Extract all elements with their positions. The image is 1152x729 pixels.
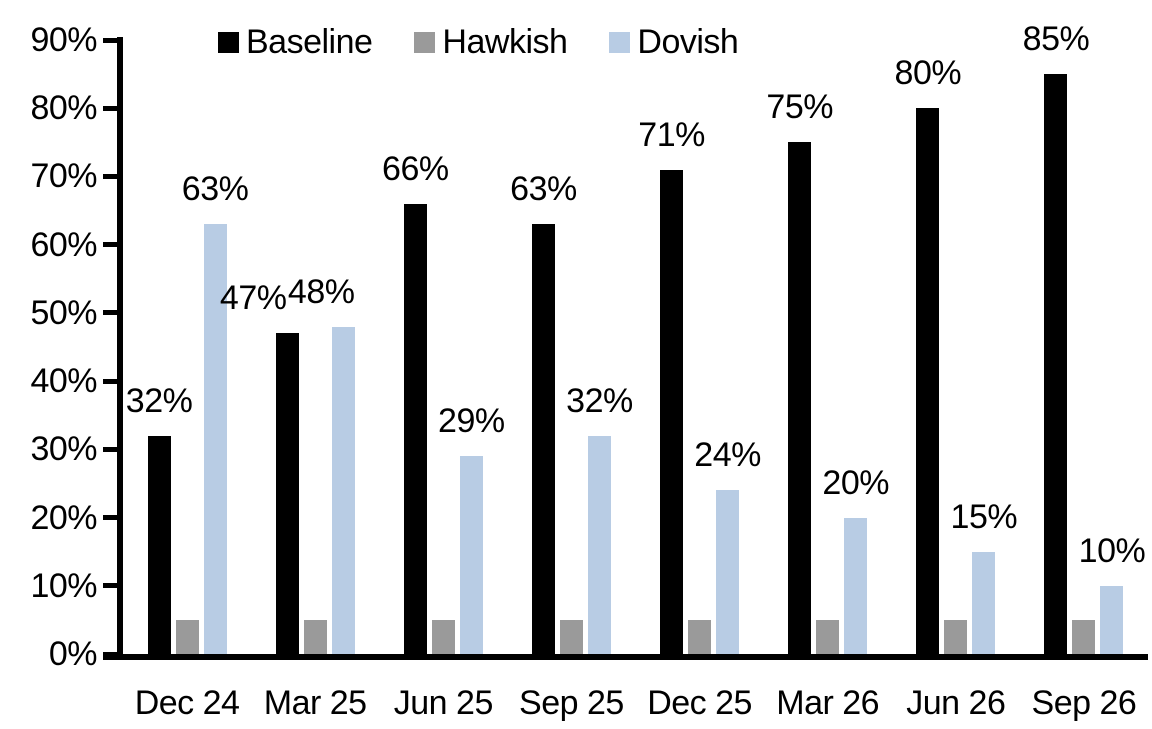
legend-label-hawkish: Hawkish bbox=[442, 23, 568, 61]
bar-group: 47% 48% bbox=[220, 40, 379, 654]
x-axis-labels: Dec 24 Mar 25 Jun 25 Sep 25 Dec 25 Mar 26 Jun … bbox=[123, 682, 1148, 724]
bar-dovish: 32% bbox=[566, 384, 633, 654]
bar-hawkish bbox=[303, 619, 327, 654]
y-axis-tick-label: 80% bbox=[30, 89, 97, 128]
data-label-dovish: 48% bbox=[287, 272, 355, 311]
y-axis-tick bbox=[103, 583, 117, 589]
bar-baseline: 32% bbox=[126, 384, 193, 654]
y-axis-tick bbox=[103, 515, 117, 521]
data-label-dovish: 32% bbox=[566, 381, 633, 420]
bar-group: 32% 63% bbox=[123, 40, 251, 654]
data-label-baseline: 85% bbox=[1022, 20, 1090, 59]
data-label-dovish: 10% bbox=[1078, 531, 1146, 570]
y-axis-tick-label: 0% bbox=[48, 635, 98, 673]
bar-baseline: 85% bbox=[1023, 22, 1090, 654]
data-label-baseline: 32% bbox=[125, 381, 193, 420]
y-axis-tick-label: 10% bbox=[30, 566, 97, 605]
bar-baseline: 71% bbox=[638, 118, 705, 654]
data-label-baseline: 63% bbox=[510, 170, 577, 209]
legend-swatch-hawkish-icon bbox=[414, 31, 436, 53]
bar-dovish: 63% bbox=[182, 172, 249, 654]
y-axis-tick-label: 20% bbox=[30, 498, 97, 537]
bar-hawkish bbox=[688, 619, 712, 654]
plot-area: 32% 63% 47% 48% 66% 29% 63% 32% 71% 24% 75% 20% 80% 1… bbox=[123, 22, 1148, 654]
x-axis-category-label: Dec 24 bbox=[134, 683, 240, 722]
bar-baseline: 47% bbox=[220, 281, 299, 654]
y-axis-tick-label: 30% bbox=[30, 430, 97, 469]
bar-hawkish bbox=[1072, 619, 1096, 654]
x-axis-line bbox=[103, 654, 1148, 660]
bar-group: 63% 32% bbox=[507, 40, 635, 654]
y-axis-line bbox=[117, 37, 123, 660]
bar-group: 80% 15% bbox=[892, 40, 1020, 654]
bar-dovish: 48% bbox=[288, 275, 355, 654]
y-axis-tick bbox=[103, 37, 117, 43]
data-label-dovish: 29% bbox=[438, 402, 505, 441]
x-axis-category-label: Sep 26 bbox=[1031, 683, 1137, 722]
legend-label-dovish: Dovish bbox=[637, 23, 739, 61]
bar-hawkish bbox=[559, 619, 583, 654]
data-label-dovish: 63% bbox=[181, 170, 249, 209]
bar-hawkish bbox=[175, 619, 199, 654]
y-axis-tick bbox=[103, 378, 117, 384]
data-label-dovish: 24% bbox=[694, 436, 761, 475]
bar-hawkish bbox=[431, 619, 455, 654]
y-axis-tick-label: 90% bbox=[30, 21, 97, 59]
bar-group: 85% 10% bbox=[1020, 22, 1148, 654]
bar-baseline: 75% bbox=[766, 90, 833, 654]
data-label-dovish: 20% bbox=[822, 463, 889, 502]
bar-dovish: 24% bbox=[694, 438, 761, 654]
data-label-baseline: 71% bbox=[638, 115, 705, 154]
x-axis-category-label: Sep 25 bbox=[519, 683, 624, 722]
bar-hawkish bbox=[944, 619, 968, 654]
x-axis-category-label: Mar 26 bbox=[776, 683, 880, 722]
bar-dovish: 29% bbox=[438, 404, 505, 654]
legend-item-baseline: Baseline bbox=[218, 23, 373, 61]
data-label-baseline: 80% bbox=[894, 54, 962, 93]
y-axis-tick-label: 40% bbox=[30, 362, 97, 401]
bar-group: 71% 24% bbox=[636, 40, 764, 654]
bar-group: 75% 20% bbox=[764, 40, 892, 654]
y-axis-tick bbox=[103, 173, 117, 179]
legend: Baseline Hawkish Dovish bbox=[218, 23, 739, 61]
y-axis-tick-label: 70% bbox=[30, 157, 97, 196]
bar-dovish: 15% bbox=[951, 500, 1018, 654]
legend-item-hawkish: Hawkish bbox=[414, 23, 568, 61]
legend-item-dovish: Dovish bbox=[609, 23, 739, 61]
x-axis-category-label: Jun 25 bbox=[393, 683, 494, 722]
y-axis-tick bbox=[103, 242, 117, 248]
data-label-dovish: 15% bbox=[950, 497, 1018, 536]
legend-swatch-dovish-icon bbox=[609, 31, 631, 53]
bar-dovish: 20% bbox=[822, 466, 889, 654]
legend-swatch-baseline-icon bbox=[218, 31, 239, 53]
legend-label-baseline: Baseline bbox=[246, 23, 373, 61]
y-axis-tick-label: 60% bbox=[30, 225, 97, 264]
bar-baseline: 80% bbox=[895, 56, 962, 654]
y-axis-tick bbox=[103, 446, 117, 452]
bar-baseline: 63% bbox=[510, 172, 577, 654]
y-axis-tick bbox=[103, 310, 117, 316]
data-label-baseline: 75% bbox=[766, 88, 833, 127]
bar-hawkish bbox=[816, 619, 840, 654]
y-axis-tick bbox=[103, 105, 117, 111]
x-axis-category-label: Mar 25 bbox=[263, 683, 367, 722]
bar-baseline: 66% bbox=[382, 152, 449, 654]
data-label-baseline: 47% bbox=[219, 279, 287, 318]
bar-group: 66% 29% bbox=[379, 40, 507, 654]
x-axis-category-label: Dec 25 bbox=[647, 683, 752, 722]
data-label-baseline: 66% bbox=[382, 149, 449, 188]
bar-dovish: 10% bbox=[1079, 534, 1146, 654]
x-axis-category-label: Jun 26 bbox=[906, 683, 1006, 722]
y-axis-tick-label: 50% bbox=[30, 293, 97, 332]
